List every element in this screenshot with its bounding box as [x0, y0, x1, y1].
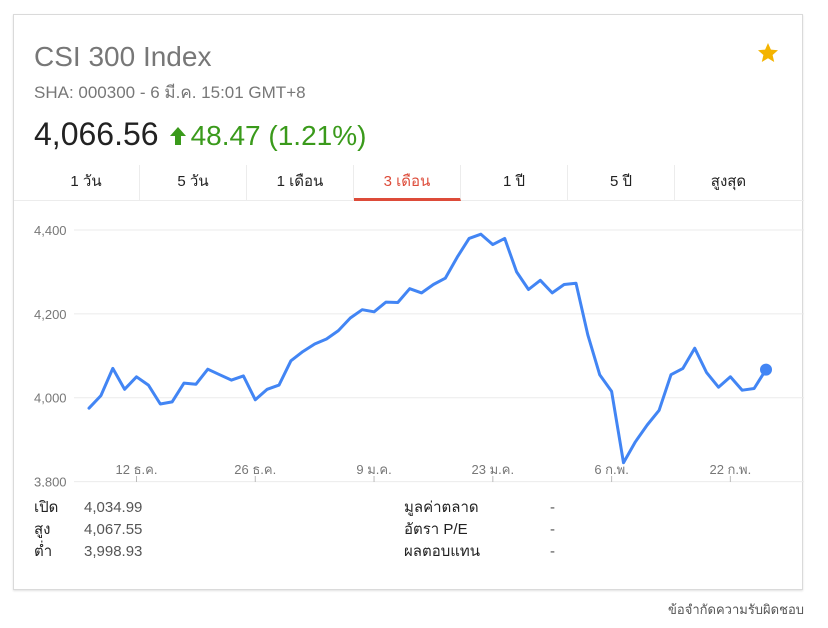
current-price: 4,066.56 — [34, 116, 159, 152]
y-tick-label: 4,400 — [34, 223, 67, 238]
x-tick-label: 6 ก.พ. — [594, 462, 629, 477]
stat-row: ต่ำ 3,998.93 ผลตอบแทน - — [34, 541, 794, 563]
tab-3-months[interactable]: 3 เดือน — [354, 165, 461, 201]
x-tick-label: 23 ม.ค. — [472, 462, 515, 477]
tab-max[interactable]: สูงสุด — [710, 173, 747, 190]
open-value: 4,034.99 — [84, 499, 143, 516]
x-tick-label: 22 ก.พ. — [709, 462, 751, 477]
x-tick-label: 26 ธ.ค. — [234, 462, 276, 477]
dividend-yield-label: ผลตอบแทน — [404, 543, 481, 560]
x-tick-label: 9 ม.ค. — [356, 462, 391, 477]
up-arrow-icon — [169, 127, 186, 145]
tab-5-days[interactable]: 5 วัน — [140, 165, 247, 201]
low-value: 3,998.93 — [84, 543, 143, 560]
y-tick-label: 4,000 — [34, 391, 67, 406]
disclaimer-link[interactable]: ข้อจำกัดความรับผิดชอบ — [668, 602, 804, 617]
stock-title: CSI 300 Index — [34, 41, 212, 72]
market-cap-value: - — [550, 499, 555, 516]
stat-row: เปิด 4,034.99 มูลค่าตลาด - — [34, 497, 794, 519]
high-label: สูง — [34, 521, 51, 538]
pe-ratio-label: อัตรา P/E — [404, 521, 468, 538]
price-line — [87, 232, 768, 465]
stat-row: สูง 4,067.55 อัตรา P/E - — [34, 519, 794, 541]
tab-1-year[interactable]: 1 ปี — [461, 165, 568, 201]
high-value: 4,067.55 — [84, 521, 143, 538]
y-tick-label: 3,800 — [34, 475, 67, 487]
low-label: ต่ำ — [34, 543, 53, 560]
dividend-yield-value: - — [550, 543, 555, 560]
market-cap-label: มูลค่าตลาด — [404, 499, 479, 516]
stats-table: เปิด 4,034.99 มูลค่าตลาด - สูง 4,067.55 … — [34, 497, 794, 567]
star-icon[interactable] — [756, 41, 780, 65]
stock-card: CSI 300 Index SHA: 000300 - 6 มี.ค. 15:0… — [13, 14, 804, 590]
price-row: 4,066.56 48.47 (1.21%) — [34, 116, 366, 156]
price-chart[interactable]: 3,800 4,000 4,200 4,400 12 ธ.ค. 26 ธ.ค. 9 ม.ค.… — [14, 201, 804, 487]
range-tabs: 1 วัน 5 วัน 1 เดือน 3 เดือน 1 ปี 5 ปี สู… — [14, 165, 804, 201]
y-tick-label: 4,200 — [34, 307, 67, 322]
tab-5-years[interactable]: 5 ปี — [568, 165, 675, 201]
tab-1-day[interactable]: 1 วัน — [33, 165, 140, 201]
current-price-marker — [760, 363, 772, 376]
price-change: 48.47 (1.21%) — [190, 120, 367, 151]
pe-ratio-value: - — [550, 521, 555, 538]
tab-1-month[interactable]: 1 เดือน — [247, 165, 354, 201]
x-tick-label: 12 ธ.ค. — [116, 462, 158, 477]
stock-subtitle: SHA: 000300 - 6 มี.ค. 15:01 GMT+8 — [34, 83, 306, 102]
open-label: เปิด — [34, 499, 59, 516]
